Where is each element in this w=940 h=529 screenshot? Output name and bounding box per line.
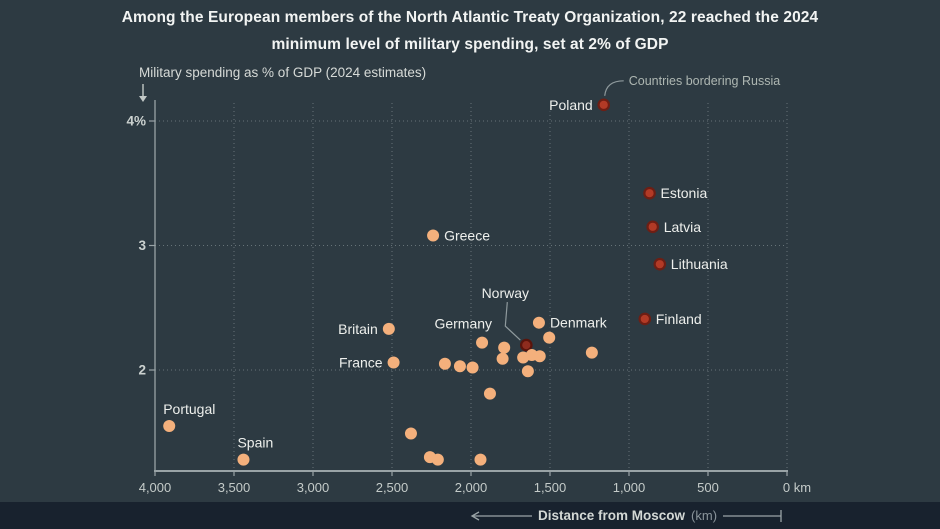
- annotation-leader-line: [604, 80, 624, 96]
- country-label-germany: Germany: [434, 316, 492, 332]
- point-greece: [427, 229, 440, 242]
- leader-line: [504, 302, 521, 341]
- country-label-norway: Norway: [482, 285, 529, 301]
- point-france: [387, 356, 400, 369]
- country-label-portugal: Portugal: [163, 401, 215, 417]
- point-unlabeled: [543, 331, 556, 344]
- point-denmark: [532, 316, 545, 329]
- point-spain: [237, 453, 250, 466]
- annotation-label: Countries bordering Russia: [629, 74, 781, 88]
- point-unlabeled: [533, 350, 546, 363]
- country-label-finland: Finland: [656, 311, 702, 327]
- x-tick-label: 3,000: [297, 480, 330, 495]
- country-label-greece: Greece: [444, 228, 490, 244]
- point-unlabeled: [431, 453, 444, 466]
- y-tick-label: 4%: [126, 114, 146, 129]
- point-latvia: [646, 220, 659, 234]
- country-label-denmark: Denmark: [550, 315, 608, 331]
- axis-end-tick-icon: [723, 509, 782, 522]
- x-tick-label: 1,500: [534, 480, 567, 495]
- point-unlabeled: [483, 387, 496, 400]
- x-tick-label: 2,000: [455, 480, 488, 495]
- footer-bar: Distance from Moscow (km): [0, 502, 940, 529]
- point-estonia: [643, 186, 656, 200]
- point-unlabeled: [521, 365, 534, 378]
- country-label-spain: Spain: [237, 435, 273, 451]
- point-unlabeled: [498, 341, 511, 354]
- point-poland: [597, 98, 611, 112]
- point-portugal: [163, 420, 176, 433]
- title-line-2: minimum level of military spending, set …: [271, 36, 669, 53]
- country-label-latvia: Latvia: [664, 219, 702, 235]
- down-arrow-icon: [139, 96, 147, 102]
- point-norway: [519, 338, 533, 352]
- x-tick-label: 3,500: [218, 480, 251, 495]
- point-unlabeled: [453, 360, 466, 373]
- y-tick-label: 2: [138, 363, 146, 378]
- country-label-estonia: Estonia: [661, 185, 708, 201]
- point-unlabeled: [474, 453, 487, 466]
- point-unlabeled: [404, 427, 417, 440]
- x-tick-label: 0 km: [783, 480, 811, 495]
- point-lithuania: [653, 257, 667, 271]
- left-arrow-icon: [470, 510, 532, 521]
- x-tick-label: 2,500: [376, 480, 409, 495]
- country-label-france: France: [339, 355, 383, 371]
- point-britain: [382, 322, 395, 335]
- point-unlabeled: [585, 346, 598, 359]
- x-axis-title-row: Distance from Moscow (km): [468, 502, 783, 529]
- point-unlabeled: [466, 361, 479, 374]
- x-tick-label: 500: [697, 480, 719, 495]
- chart-title: Among the European members of the North …: [0, 4, 940, 58]
- point-germany: [476, 336, 489, 349]
- x-tick-label: 4,000: [139, 480, 172, 495]
- country-label-britain: Britain: [338, 321, 378, 337]
- point-finland: [638, 312, 652, 326]
- title-line-1: Among the European members of the North …: [121, 9, 819, 26]
- x-axis-unit: (km): [691, 508, 718, 523]
- point-unlabeled: [496, 352, 509, 365]
- y-tick-label: 3: [138, 238, 146, 253]
- y-axis-title: Military spending as % of GDP (2024 esti…: [139, 65, 427, 80]
- x-axis-title: Distance from Moscow: [538, 508, 686, 523]
- point-unlabeled: [438, 357, 451, 370]
- country-label-lithuania: Lithuania: [671, 256, 728, 272]
- country-label-poland: Poland: [549, 97, 593, 113]
- x-tick-label: 1,000: [613, 480, 646, 495]
